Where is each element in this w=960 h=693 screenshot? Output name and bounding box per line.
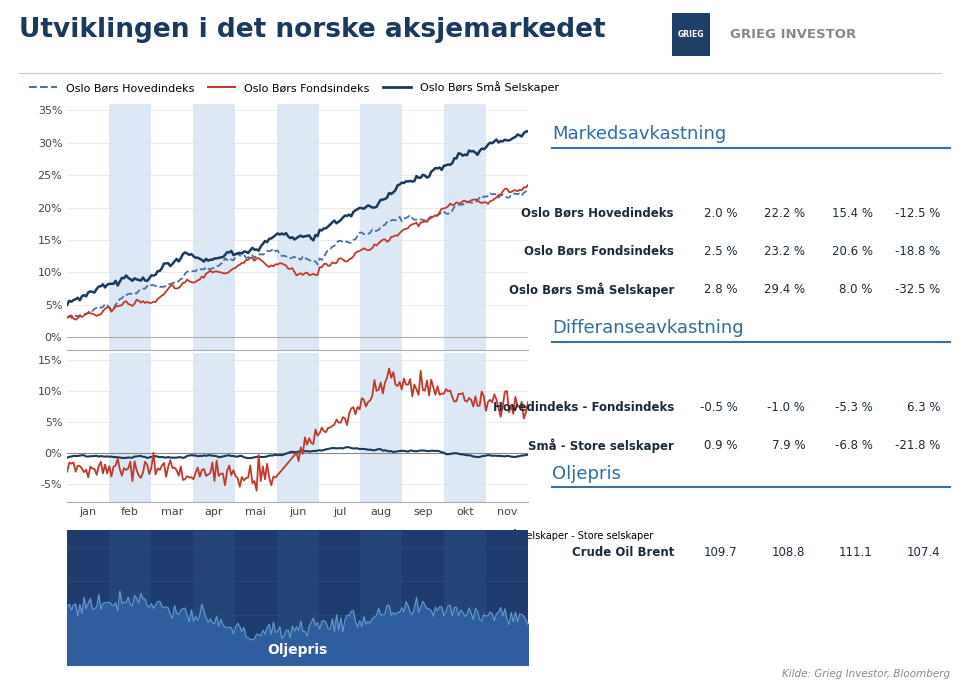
Text: Hittil i år: Hittil i år	[754, 168, 805, 182]
Bar	[360, 353, 402, 502]
Akkumulert differanse Hovedindeks - Fondsindeks	[245, 454, 256, 462]
Text: 29.4 %: 29.4 %	[764, 283, 805, 296]
Text: -6.8 %: -6.8 %	[835, 439, 873, 452]
Text: 108.8: 108.8	[772, 546, 805, 559]
Bar	[444, 530, 486, 665]
Text: -21.8 %: -21.8 %	[895, 439, 940, 452]
Text: -0.5 %: -0.5 %	[700, 401, 737, 414]
Akkumulert differanse Hovedindeks - Fondsindeks	[196, 452, 207, 460]
Text: -32.5 %: -32.5 %	[895, 283, 940, 296]
Text: 31.12.11: 31.12.11	[888, 508, 940, 521]
FancyBboxPatch shape	[672, 13, 709, 56]
Text: 23.2 %: 23.2 %	[764, 245, 805, 258]
Text: 2.5 %: 2.5 %	[705, 245, 737, 258]
Text: Crude Oil Brent: Crude Oil Brent	[571, 546, 674, 559]
Text: 22.2 %: 22.2 %	[764, 207, 805, 220]
Text: GRIEG: GRIEG	[678, 30, 704, 39]
Text: Hovedindeks - Fondsindeks: Hovedindeks - Fondsindeks	[492, 401, 674, 414]
Akkumulert differanse Hovedindeks - Fondsindeks	[61, 453, 73, 462]
Text: Oslo Børs Fondsindeks: Oslo Børs Fondsindeks	[524, 245, 674, 258]
Text: 2012: 2012	[843, 168, 873, 182]
Line: Akkumulert differanse Små selskaper - Store selskaper: Akkumulert differanse Små selskaper - St…	[67, 369, 528, 491]
Akkumulert differanse Hovedindeks - Fondsindeks	[478, 452, 490, 460]
Text: Markedsavkastning: Markedsavkastning	[552, 125, 727, 143]
Bar	[360, 530, 402, 665]
Bar	[193, 104, 235, 350]
Akkumulert differanse Hovedindeks - Fondsindeks	[522, 450, 534, 459]
Text: Differanseavkastning: Differanseavkastning	[552, 319, 744, 337]
Akkumulert differanse Små selskaper - Store selskaper	[478, 392, 490, 401]
Text: 31.12.12: 31.12.12	[821, 508, 873, 521]
Bar	[276, 104, 319, 350]
Akkumulert differanse Små selskaper - Store selskaper	[251, 486, 262, 495]
Text: Oljepris: Oljepris	[552, 465, 621, 483]
Bar	[444, 104, 486, 350]
Akkumulert differanse Hovedindeks - Fondsindeks	[455, 450, 467, 459]
Bar	[193, 353, 235, 502]
Text: Siste mnd: Siste mnd	[679, 362, 737, 376]
Legend: Akkumulert differanse Hovedindeks - Fondsindeks, Akkumulert differanse Små selsk: Akkumulert differanse Hovedindeks - Fond…	[72, 525, 657, 545]
Text: 107.4: 107.4	[906, 546, 940, 559]
Bar	[193, 530, 235, 665]
Akkumulert differanse Hovedindeks - Fondsindeks	[469, 453, 481, 461]
Akkumulert differanse Hovedindeks - Fondsindeks	[342, 443, 353, 451]
Bar	[276, 353, 319, 502]
Text: Kilde: Grieg Investor, Bloomberg: Kilde: Grieg Investor, Bloomberg	[782, 669, 950, 679]
Text: GRIEG INVESTOR: GRIEG INVESTOR	[730, 28, 856, 41]
Text: 2011: 2011	[910, 168, 940, 182]
Text: 31.10.13: 31.10.13	[753, 508, 805, 521]
Text: 15.4 %: 15.4 %	[831, 207, 873, 220]
Akkumulert differanse Små selskaper - Store selskaper	[188, 475, 200, 483]
Text: Oslo Børs Små Selskaper: Oslo Børs Små Selskaper	[509, 282, 674, 297]
Akkumulert differanse Små selskaper - Store selskaper	[61, 467, 73, 475]
Bar	[444, 353, 486, 502]
Text: 8.0 %: 8.0 %	[839, 283, 873, 296]
Text: -12.5 %: -12.5 %	[895, 207, 940, 220]
Line: Akkumulert differanse Hovedindeks - Fondsindeks: Akkumulert differanse Hovedindeks - Fond…	[67, 447, 528, 458]
Akkumulert differanse Små selskaper - Store selskaper	[522, 398, 534, 406]
Akkumulert differanse Hovedindeks - Fondsindeks	[310, 447, 322, 455]
Akkumulert differanse Små selskaper - Store selskaper	[196, 466, 207, 474]
Bar	[109, 353, 151, 502]
Text: 2.8 %: 2.8 %	[705, 283, 737, 296]
Text: Oljepris: Oljepris	[268, 643, 327, 657]
Text: 0.9 %: 0.9 %	[705, 439, 737, 452]
Text: Siste mnd: Siste mnd	[679, 168, 737, 182]
Bar	[109, 530, 151, 665]
Text: 7.9 %: 7.9 %	[772, 439, 805, 452]
Text: -1.0 %: -1.0 %	[767, 401, 805, 414]
Akkumulert differanse Små selskaper - Store selskaper	[383, 365, 395, 373]
Bar	[276, 530, 319, 665]
Text: -18.8 %: -18.8 %	[895, 245, 940, 258]
Akkumulert differanse Hovedindeks - Fondsindeks	[188, 451, 200, 459]
Text: Oslo Børs Hovedindeks: Oslo Børs Hovedindeks	[521, 207, 674, 220]
Text: Små - Store selskaper: Små - Store selskaper	[528, 438, 674, 453]
Text: 109.7: 109.7	[704, 546, 737, 559]
Text: -5.3 %: -5.3 %	[835, 401, 873, 414]
Akkumulert differanse Små selskaper - Store selskaper	[310, 426, 322, 434]
Text: 30.11.13: 30.11.13	[685, 508, 737, 521]
Legend: Oslo Børs Hovedindeks, Oslo Børs Fondsindeks, Oslo Børs Små Selskaper: Oslo Børs Hovedindeks, Oslo Børs Fondsin…	[25, 77, 564, 98]
Akkumulert differanse Små selskaper - Store selskaper	[469, 392, 481, 401]
Text: 2012: 2012	[843, 362, 873, 376]
Text: Hittil i år: Hittil i år	[754, 362, 805, 376]
Text: 111.1: 111.1	[839, 546, 873, 559]
Bar	[109, 104, 151, 350]
Text: 20.6 %: 20.6 %	[831, 245, 873, 258]
Text: 2011: 2011	[910, 362, 940, 376]
Bar	[360, 104, 402, 350]
Akkumulert differanse Små selskaper - Store selskaper	[455, 390, 467, 398]
Text: Utviklingen i det norske aksjemarkedet: Utviklingen i det norske aksjemarkedet	[19, 17, 606, 44]
Text: 6.3 %: 6.3 %	[907, 401, 940, 414]
Text: 2.0 %: 2.0 %	[705, 207, 737, 220]
